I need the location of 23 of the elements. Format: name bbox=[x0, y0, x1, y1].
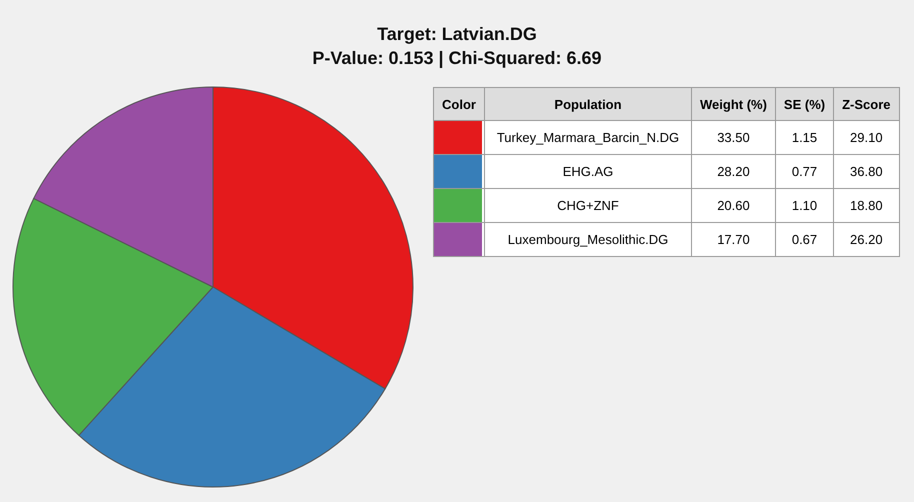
category-label: Turkey_Marmara_Barcin_N.DG bbox=[484, 120, 692, 154]
text: P-Value: 0.153 | Chi-Squared: 6.69 bbox=[311, 47, 603, 70]
data-label: 1.15 bbox=[775, 120, 834, 154]
data-label: 28.20 bbox=[692, 154, 776, 188]
text: Z-Score bbox=[834, 88, 899, 120]
data-label: 29.10 bbox=[834, 120, 899, 154]
data-label: 0.77 bbox=[775, 154, 834, 188]
text: Color bbox=[434, 88, 484, 120]
series-label: Weight (%) bbox=[692, 88, 776, 120]
data-label: 36.80 bbox=[834, 154, 899, 188]
text: Population bbox=[484, 88, 692, 120]
category-label: CHG+ZNF bbox=[484, 188, 692, 222]
data-label: 0.67 bbox=[775, 222, 834, 256]
data-label: 26.20 bbox=[834, 222, 899, 256]
text: SE (%) bbox=[775, 88, 834, 120]
data-label: 1.10 bbox=[775, 188, 834, 222]
data-label: 18.80 bbox=[834, 188, 899, 222]
text: Target: Latvian.DG bbox=[376, 23, 538, 46]
data-label: 33.50 bbox=[692, 120, 776, 154]
data-label: 20.60 bbox=[692, 188, 776, 222]
category-label: EHG.AG bbox=[484, 154, 692, 188]
category-label: Luxembourg_Mesolithic.DG bbox=[484, 222, 692, 256]
data-label: 17.70 bbox=[692, 222, 776, 256]
